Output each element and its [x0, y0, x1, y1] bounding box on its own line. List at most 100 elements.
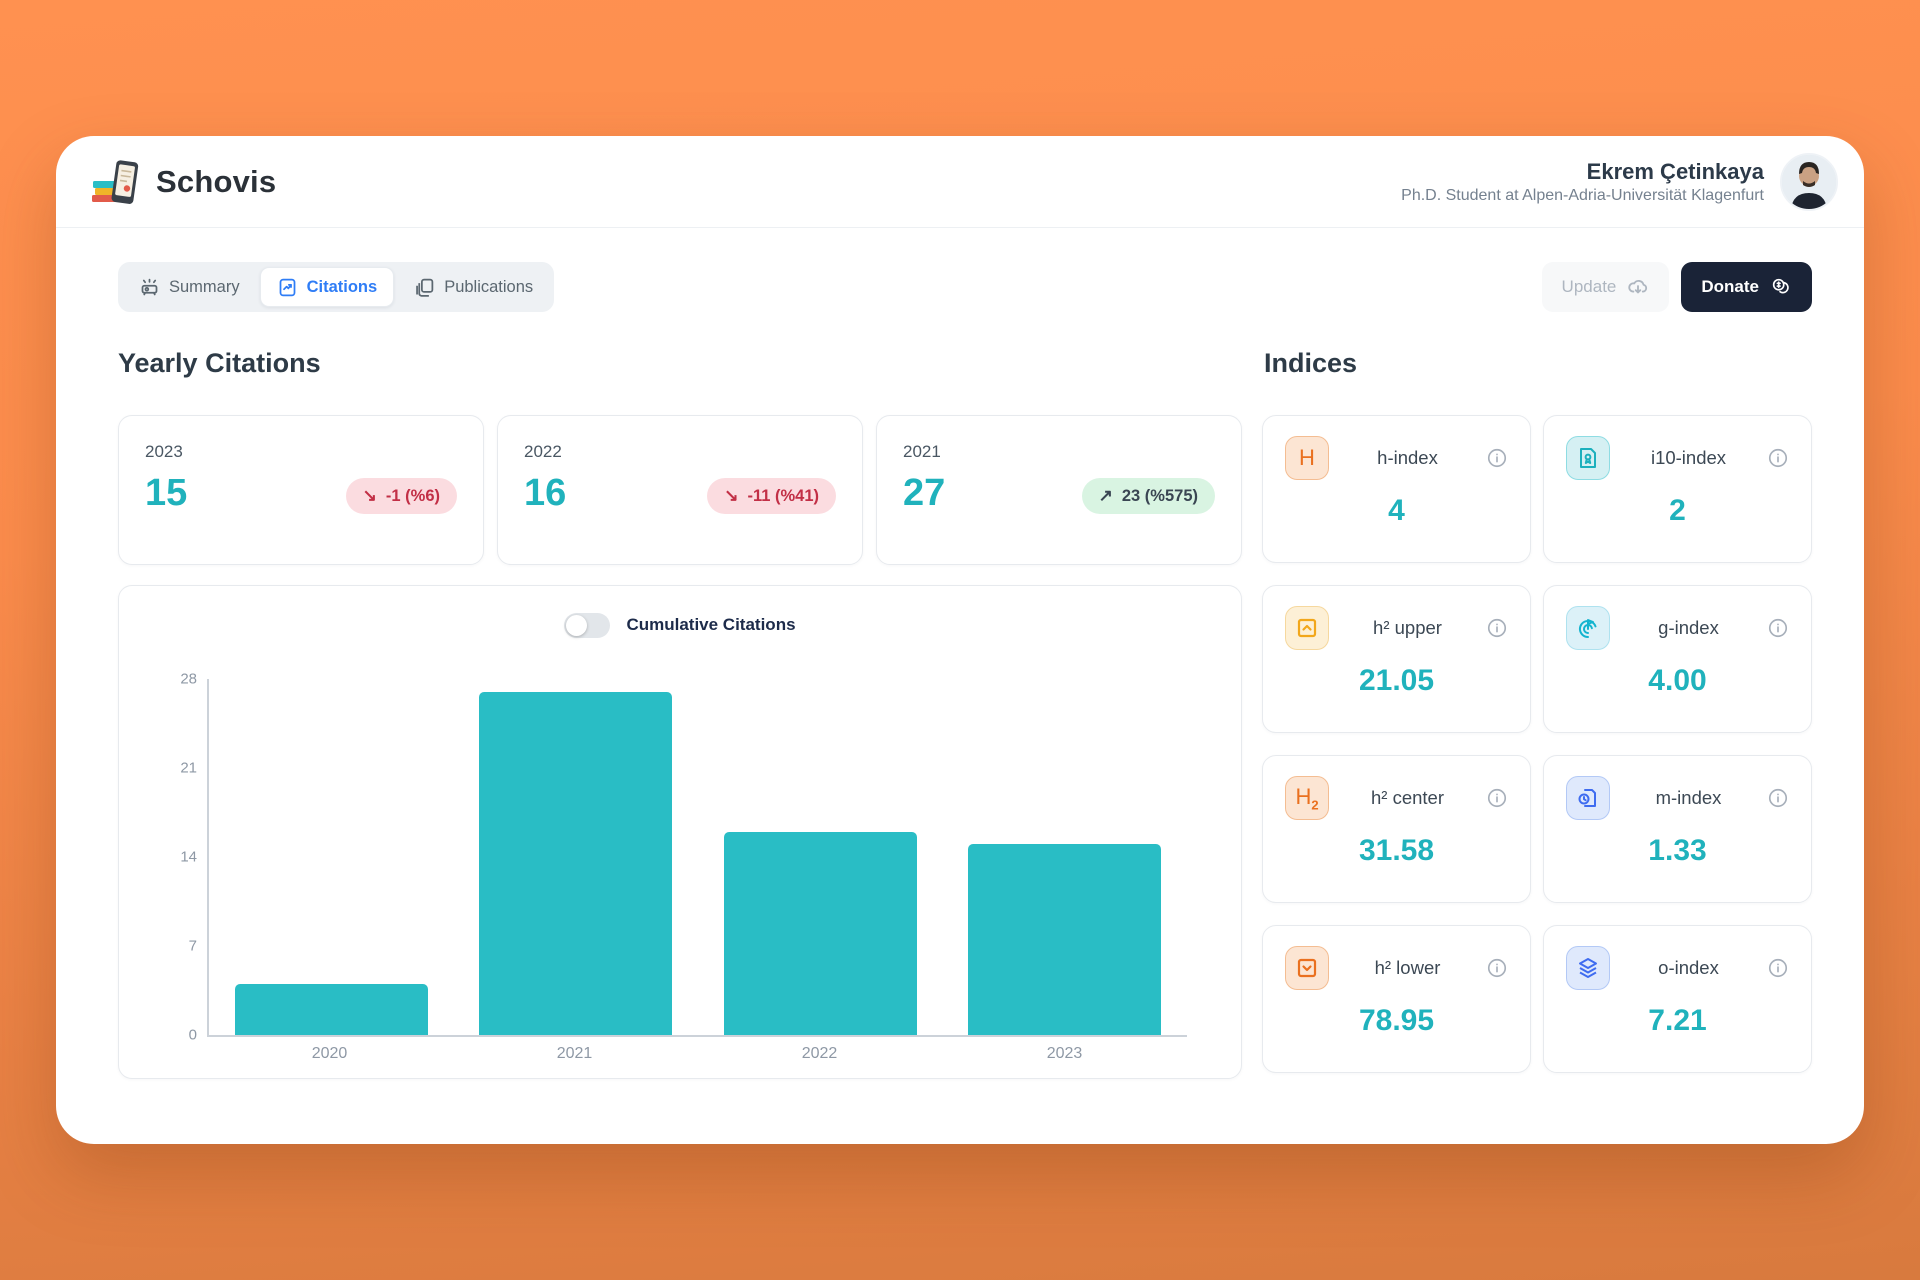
info-icon[interactable] — [1486, 447, 1508, 469]
donate-label: Donate — [1701, 277, 1759, 296]
logo: Schovis — [88, 155, 276, 209]
bar-slot — [209, 679, 454, 1035]
index-label: m-index — [1655, 787, 1722, 808]
cumulative-toggle-label: Cumulative Citations — [626, 615, 796, 634]
index-label: g-index — [1658, 617, 1719, 638]
year-label: 2021 — [903, 442, 941, 461]
year-label: 2022 — [524, 442, 562, 461]
publications-icon — [416, 278, 434, 297]
trend-badge: ↘ -11 (%41) — [707, 478, 836, 514]
bar-chart: 0 7 14 21 28 — [180, 671, 1187, 1044]
bar-2020[interactable] — [234, 984, 428, 1035]
x-axis-labels: 2020 2021 2022 2023 — [207, 1045, 1187, 1063]
index-value: 2 — [1669, 494, 1686, 527]
bar-plot — [209, 679, 1187, 1035]
index-label: i10-index — [1650, 447, 1727, 468]
y-axis-tick: 14 — [180, 848, 197, 866]
year-value: 15 — [145, 472, 188, 514]
main-panel: Schovis Ekrem Çetinkaya Ph.D. Student at… — [56, 136, 1864, 1144]
schovis-logo-icon — [92, 159, 139, 204]
trend-up-icon: ↗ — [1098, 486, 1113, 505]
tab-summary-label: Summary — [169, 277, 240, 296]
app-title: Schovis — [156, 163, 277, 199]
index-card-i10-index: i10-index 2 — [1543, 415, 1812, 563]
index-card-h2-center: H2 h² center 31.58 — [1262, 755, 1531, 903]
certificate-doc-icon — [1566, 436, 1610, 480]
index-value: 78.95 — [1358, 1004, 1435, 1037]
y-axis-tick: 28 — [180, 670, 197, 688]
bar-2023[interactable] — [968, 844, 1162, 1035]
index-value: 7.21 — [1648, 1004, 1707, 1037]
index-card-h2-lower: h² lower 78.95 — [1262, 925, 1531, 1073]
y-axis-tick: 0 — [188, 1026, 197, 1044]
update-button[interactable]: Update — [1541, 262, 1670, 312]
index-value: 31.58 — [1358, 834, 1435, 867]
cumulative-toggle[interactable] — [564, 612, 611, 638]
index-card-m-index: m-index 1.33 — [1543, 755, 1812, 903]
tab-citations[interactable]: Citations — [259, 267, 395, 307]
tab-publications[interactable]: Publications — [398, 267, 549, 307]
index-card-h2-upper: h² upper 21.05 — [1262, 585, 1531, 733]
index-value: 21.05 — [1358, 664, 1435, 697]
tab-bar: Summary Citations Publications — [118, 262, 555, 312]
year-value: 16 — [524, 472, 567, 514]
index-label: o-index — [1658, 957, 1719, 978]
cloud-download-icon — [1628, 279, 1648, 294]
summary-icon — [141, 278, 158, 295]
info-icon[interactable] — [1767, 447, 1789, 469]
index-label: h² lower — [1374, 957, 1441, 978]
chevron-down-square-icon — [1285, 946, 1329, 990]
update-label: Update — [1561, 277, 1617, 296]
x-axis-label: 2022 — [801, 1045, 838, 1062]
citations-icon — [279, 278, 295, 296]
layers-icon — [1566, 946, 1610, 990]
info-icon[interactable] — [1767, 957, 1789, 979]
doc-clock-icon — [1566, 776, 1610, 820]
bar-2022[interactable] — [723, 831, 917, 1035]
indices-title: Indices — [1264, 348, 1358, 378]
trend-badge: ↗ 23 (%575) — [1081, 478, 1215, 514]
yearly-cards: 2023 15 ↘ -1 (%6) 2022 16 ↘ -11 (%41) 20… — [118, 415, 1242, 565]
trend-down-icon: ↘ — [724, 486, 739, 505]
year-label: 2023 — [145, 442, 183, 461]
trend-text: -11 (%41) — [747, 486, 819, 505]
h2-letter-icon: H2 — [1285, 776, 1329, 820]
bar-slot — [943, 679, 1188, 1035]
info-icon[interactable] — [1486, 787, 1508, 809]
tab-citations-label: Citations — [306, 277, 378, 296]
index-card-g-index: g-index 4.00 — [1543, 585, 1812, 733]
tab-summary[interactable]: Summary — [123, 267, 256, 307]
info-icon[interactable] — [1767, 787, 1789, 809]
index-card-o-index: o-index 7.21 — [1543, 925, 1812, 1073]
indices-grid: H h-index 4 i10-index 2 — [1262, 415, 1812, 1073]
y-axis-tick: 21 — [180, 759, 197, 777]
avatar[interactable] — [1780, 152, 1838, 211]
coins-icon — [1772, 278, 1789, 294]
user-subtitle: Ph.D. Student at Alpen-Adria-Universität… — [1401, 187, 1764, 205]
index-card-h-index: H h-index 4 — [1262, 415, 1531, 563]
index-value: 4.00 — [1648, 664, 1707, 697]
bar-2021[interactable] — [479, 691, 673, 1035]
index-label: h-index — [1377, 447, 1438, 468]
trend-text: -1 (%6) — [385, 486, 440, 505]
trend-badge: ↘ -1 (%6) — [345, 478, 457, 514]
bar-slot — [698, 679, 943, 1035]
index-value: 4 — [1388, 494, 1405, 527]
header: Schovis Ekrem Çetinkaya Ph.D. Student at… — [56, 136, 1864, 228]
yearly-citations-title: Yearly Citations — [118, 348, 321, 378]
donate-button[interactable]: Donate — [1681, 262, 1812, 312]
info-icon[interactable] — [1486, 617, 1508, 639]
h-letter-icon: H — [1285, 436, 1329, 480]
x-axis-label: 2020 — [311, 1045, 348, 1062]
goal-flag-icon — [1566, 606, 1610, 650]
user-name: Ekrem Çetinkaya — [1586, 158, 1764, 184]
year-value: 27 — [903, 472, 946, 514]
index-label: h² center — [1370, 787, 1444, 808]
info-icon[interactable] — [1767, 617, 1789, 639]
trend-down-icon: ↘ — [362, 486, 377, 505]
x-axis-label: 2021 — [556, 1045, 593, 1062]
info-icon[interactable] — [1486, 957, 1508, 979]
toggle-knob — [566, 614, 588, 636]
year-card-2023: 2023 15 ↘ -1 (%6) — [118, 415, 484, 565]
tab-publications-label: Publications — [444, 277, 534, 296]
